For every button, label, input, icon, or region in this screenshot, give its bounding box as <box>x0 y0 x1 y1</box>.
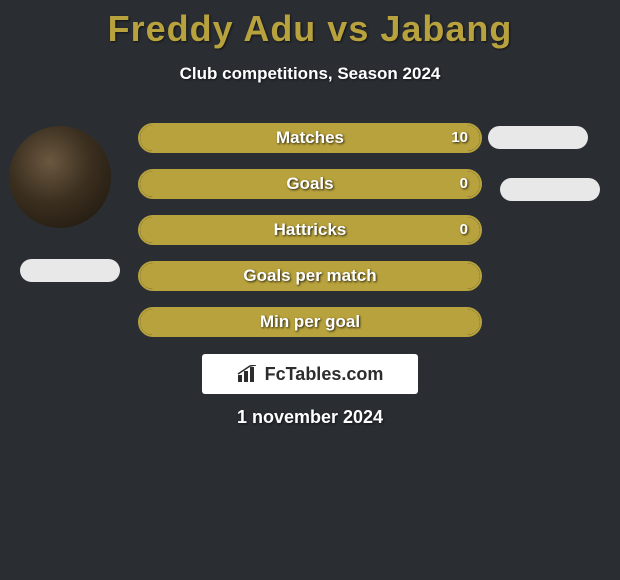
bar-goals: Goals 0 <box>138 169 482 199</box>
bar-value: 10 <box>451 125 468 151</box>
brand-text: FcTables.com <box>265 364 384 385</box>
bar-hattricks: Hattricks 0 <box>138 215 482 245</box>
stats-bars: Matches 10 Goals 0 Hattricks 0 Goals per… <box>138 123 482 353</box>
bar-chart-icon <box>237 365 259 383</box>
date-text: 1 november 2024 <box>0 407 620 428</box>
page-title: Freddy Adu vs Jabang <box>0 0 620 50</box>
bar-value: 0 <box>460 171 468 197</box>
bar-label: Goals per match <box>140 263 480 289</box>
brand-box: FcTables.com <box>202 354 418 394</box>
bar-matches: Matches 10 <box>138 123 482 153</box>
bar-label: Goals <box>140 171 480 197</box>
player-right-pill-2 <box>500 178 600 201</box>
player-left-avatar <box>9 126 111 228</box>
page-subtitle: Club competitions, Season 2024 <box>0 64 620 84</box>
bar-value: 0 <box>460 217 468 243</box>
bar-goals-per-match: Goals per match <box>138 261 482 291</box>
bar-label: Min per goal <box>140 309 480 335</box>
bar-label: Hattricks <box>140 217 480 243</box>
player-right-pill-1 <box>488 126 588 149</box>
player-left-name-pill <box>20 259 120 282</box>
bar-label: Matches <box>140 125 480 151</box>
bar-min-per-goal: Min per goal <box>138 307 482 337</box>
